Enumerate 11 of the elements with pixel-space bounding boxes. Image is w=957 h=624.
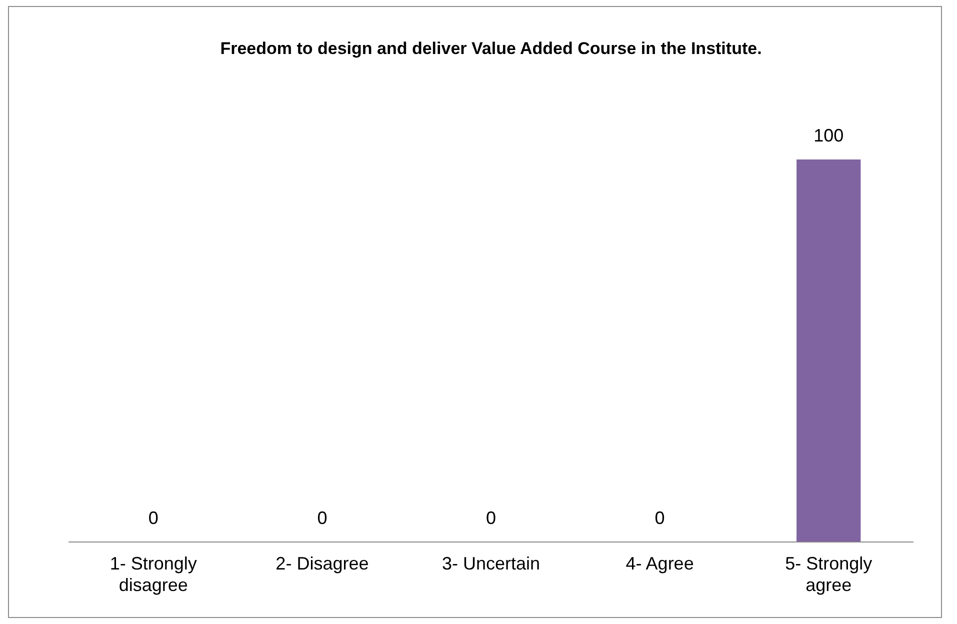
data-label: 0 bbox=[486, 508, 496, 528]
x-tick-label: 4- Agree bbox=[626, 554, 694, 574]
data-label: 0 bbox=[317, 508, 328, 528]
data-label: 100 bbox=[814, 125, 844, 146]
chart-title: Freedom to design and deliver Value Added Course in the Institute. bbox=[220, 38, 762, 58]
x-tick-label: 3- Uncertain bbox=[442, 554, 540, 574]
x-tick-label: 5- Strongly agree bbox=[785, 554, 872, 596]
x-tick-label: 2- Disagree bbox=[276, 554, 369, 574]
data-label: 0 bbox=[148, 508, 158, 528]
data-label: 0 bbox=[654, 508, 665, 528]
x-tick-label: 1- Strongly disagree bbox=[110, 554, 197, 596]
